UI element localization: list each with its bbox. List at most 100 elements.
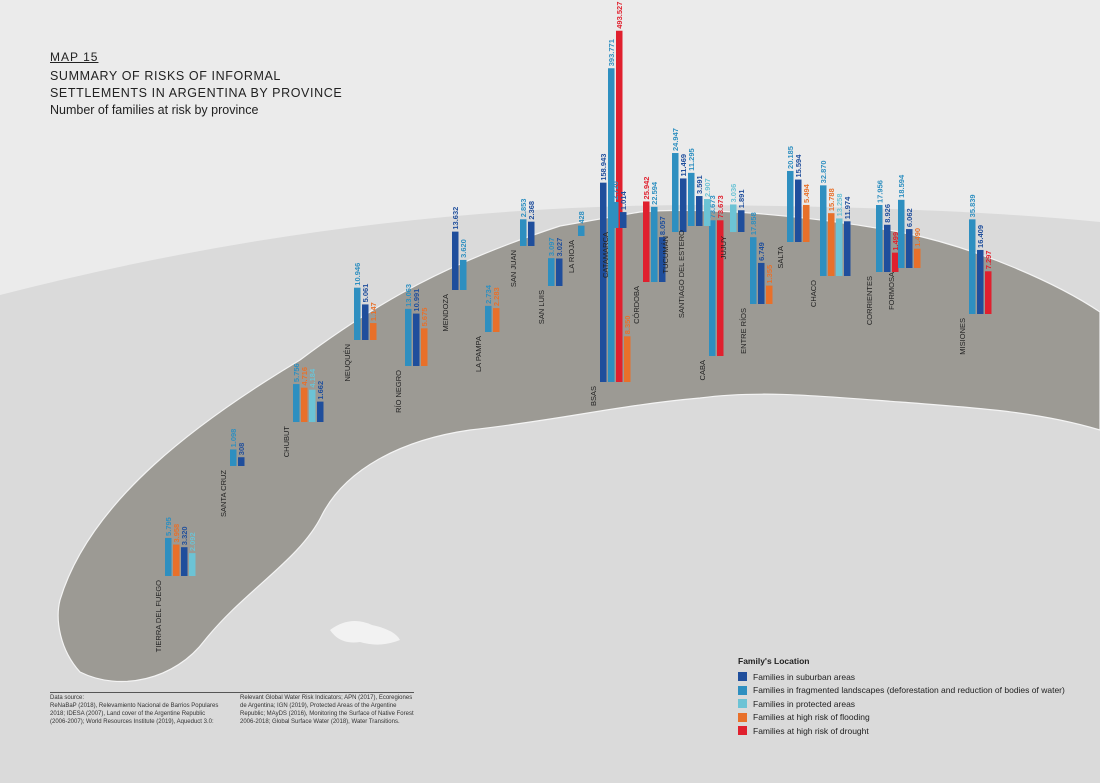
province-name: SALTA [776,246,785,269]
value-label: 1.662 [316,381,325,400]
bar [616,30,623,383]
value-label: 3.958 [172,524,181,543]
province-name: SANTIAGO DEL ESTERO [677,230,686,318]
bar [717,220,724,356]
bar [820,185,827,276]
value-label: 1.891 [737,189,746,208]
subtitle: Number of families at risk by province [50,103,259,117]
source-heading: Data source: [50,695,85,701]
bar [578,225,585,236]
value-label: 5.061 [361,284,370,303]
title: SUMMARY OF RISKS OF INFORMAL [50,69,281,83]
province-name: CATAMARCA [601,232,610,278]
legend-item: Families in fragmented landscapes (defor… [738,684,1065,698]
bar [600,182,607,382]
bar [977,249,984,314]
bar [876,205,883,272]
bar [230,449,237,466]
bar [493,308,500,332]
province-name: TIERRA DEL FUEGO [154,580,163,652]
province-name: SAN LUIS [537,290,546,324]
bar [485,305,492,332]
province-name: BSAS [589,386,598,406]
value-label: 1.490 [913,228,922,247]
value-label: 5.795 [164,517,173,536]
legend-item: Families at high risk of flooding [738,711,1065,725]
source: Relevant Global Water Risk Indicators; A… [240,694,415,726]
value-label: 4.184 [308,368,317,388]
value-label: 158.943 [599,154,608,181]
value-label: 15.594 [794,154,803,178]
value-label: 2.734 [484,284,493,304]
value-label: 4.716 [300,367,309,386]
bar [460,259,467,290]
province-name: SAN JUAN [509,250,518,287]
bar [672,153,679,232]
legend-label: Families in protected areas [753,698,856,709]
value-label: 13.258 [835,193,844,216]
bar [612,201,619,228]
legend: Family's Location Families in suburban a… [738,656,1065,738]
province-name: MISIONES [958,318,967,355]
value-label: 3.097 [547,237,556,256]
bar [730,204,737,232]
bar [659,237,666,282]
bar [709,220,716,356]
value-label: 11.469 [679,154,688,177]
bar [892,252,899,272]
bar [704,199,711,226]
bar [738,210,745,232]
header: MAP 15 SUMMARY OF RISKS OF INFORMAL SETT… [50,50,342,119]
value-label: 73.673 [716,195,725,218]
legend-swatch [738,712,747,722]
bar [293,384,300,422]
bar [405,308,412,366]
value-label: 73.673 [708,195,717,218]
value-label: 7.297 [984,251,993,270]
province-name: SANTA CRUZ [219,470,228,517]
legend-swatch [738,699,747,709]
value-label: 1.098 [229,429,238,448]
bar [696,196,703,226]
value-label: 8.926 [883,204,892,223]
value-label: 22.594 [650,181,659,205]
value-label: 393.771 [607,39,616,66]
province-name: CHUBUT [282,426,291,458]
bar [173,544,180,576]
value-label: 1.499 [891,232,900,251]
bar [969,219,976,314]
bar [898,199,905,268]
bar [370,323,377,340]
value-label: 2.368 [527,201,536,220]
bar [836,218,843,276]
value-label: 25.942 [642,177,651,200]
value-label: 2.907 [703,178,712,197]
bar [688,172,695,226]
province-name: CABA [698,360,707,380]
bar [181,547,188,576]
value-label: 3.036 [729,184,738,203]
value-label: 5.675 [420,308,429,327]
value-label: 35.839 [968,194,977,217]
value-label: 5.494 [802,183,811,203]
value-label: 1.014 [619,190,628,210]
value-label: 6.062 [905,208,914,227]
bar [548,258,555,286]
legend-swatch [738,685,747,695]
province-name: LA PAMPA [474,336,483,372]
value-label: 1.355 [765,265,774,284]
value-label: 1.147 [369,302,378,321]
value-label: 493.527 [615,2,624,29]
bar [620,212,627,228]
bar [758,262,765,304]
source-text: Relevant Global Water Risk Indicators; A… [240,695,414,725]
legend-title: Family's Location [738,656,810,666]
value-label: 24.947 [671,128,680,151]
bar [452,231,459,290]
value-label: 2.720 [611,181,620,200]
legend-label: Families in fragmented landscapes (defor… [753,685,1065,696]
province-name: CHACO [809,280,818,307]
value-label: 18.594 [897,174,906,198]
legend-item: Families in protected areas [738,697,1065,711]
